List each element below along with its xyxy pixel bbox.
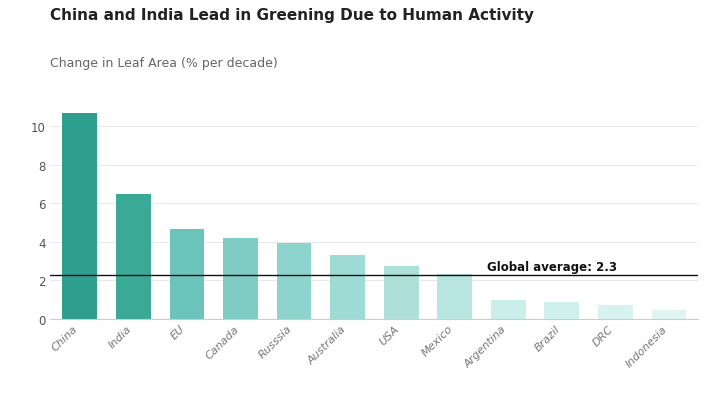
Text: China and India Lead in Greening Due to Human Activity: China and India Lead in Greening Due to …	[50, 8, 534, 23]
Bar	[169, 230, 204, 319]
Bar	[598, 305, 633, 319]
Bar	[544, 303, 580, 319]
Bar	[63, 114, 97, 319]
Bar	[384, 267, 418, 319]
Bar	[491, 300, 526, 319]
Bar	[437, 274, 472, 319]
Bar	[330, 256, 365, 319]
Bar	[652, 310, 686, 319]
Bar	[223, 238, 258, 319]
Text: Change in Leaf Area (% per decade): Change in Leaf Area (% per decade)	[50, 57, 278, 70]
Text: Global average: 2.3: Global average: 2.3	[487, 261, 617, 273]
Bar	[116, 194, 150, 319]
Bar	[276, 243, 312, 319]
